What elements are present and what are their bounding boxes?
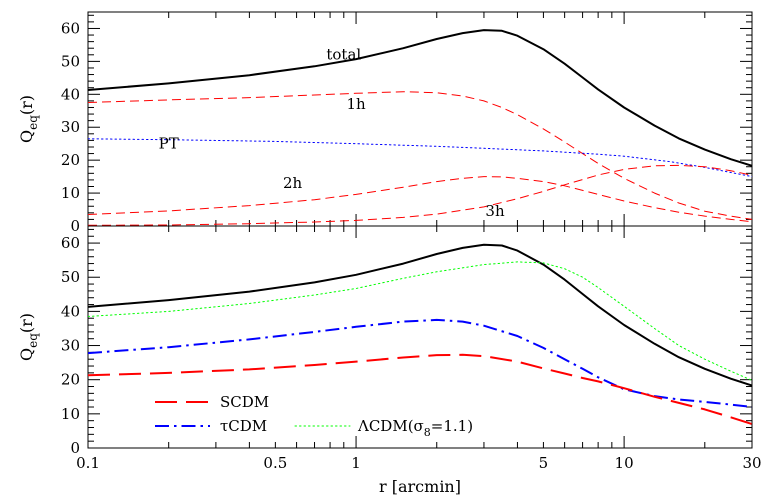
legend-label-tcdm: τCDM — [220, 417, 267, 435]
annotation-1h: 1h — [346, 95, 366, 113]
series-line-total — [88, 29, 752, 167]
annotation-total: total — [326, 46, 361, 64]
x-tick-label: 5 — [539, 454, 549, 472]
top-panel: 0 10 20 30 40 50 60 Qeq(r) total 1h PT 2h 3h — [17, 11, 753, 235]
y-tick-label: 60 — [61, 19, 80, 37]
annotation-pt: PT — [159, 135, 179, 153]
y-axis-label: Qeq(r) — [17, 313, 40, 361]
y-tick-label: 50 — [61, 268, 80, 286]
y-tick-label: 40 — [61, 85, 80, 103]
y-tick-label: 60 — [61, 234, 80, 252]
series-line-tcdm — [88, 318, 752, 408]
legend-label-lcdm: ΛCDM(σ8=1.1) — [357, 417, 473, 439]
y-axis-label: Qeq(r) — [17, 95, 40, 143]
x-tick-label: 1 — [351, 454, 361, 472]
series-line-1h — [88, 91, 752, 220]
series-line-total — [88, 243, 752, 387]
y-tick-label: 30 — [61, 118, 80, 136]
x-tick-label: 0.5 — [263, 454, 287, 472]
x-tick-label: 0.1 — [76, 454, 100, 472]
x-tick-label: 10 — [615, 454, 634, 472]
series-line-2h — [88, 176, 752, 223]
bottom-panel: 0 10 20 30 40 50 60 Qeq(r) 0.1 0.5 1 5 10 30 r [arcmin… — [17, 225, 762, 496]
plot-frame — [87, 225, 753, 449]
annotation-2h: 2h — [283, 174, 303, 192]
y-tick-label: 10 — [61, 405, 80, 423]
annotation-3h: 3h — [485, 202, 505, 220]
x-axis-label: r [arcmin] — [379, 477, 461, 496]
y-tick-label: 40 — [61, 302, 80, 320]
y-tick-label: 20 — [61, 371, 80, 389]
y-tick-label: 0 — [70, 217, 80, 235]
legend-label-scdm: SCDM — [220, 393, 269, 411]
y-tick-label: 20 — [61, 151, 80, 169]
series-line-lcdm — [88, 261, 752, 381]
series-line-PT — [88, 138, 752, 178]
series-line-3h — [88, 164, 752, 226]
x-tick-label: 30 — [742, 454, 761, 472]
series-line-scdm — [88, 353, 752, 426]
y-tick-label: 30 — [61, 337, 80, 355]
y-tick-label: 0 — [70, 439, 80, 457]
y-tick-label: 10 — [61, 184, 80, 202]
y-tick-label: 50 — [61, 52, 80, 70]
